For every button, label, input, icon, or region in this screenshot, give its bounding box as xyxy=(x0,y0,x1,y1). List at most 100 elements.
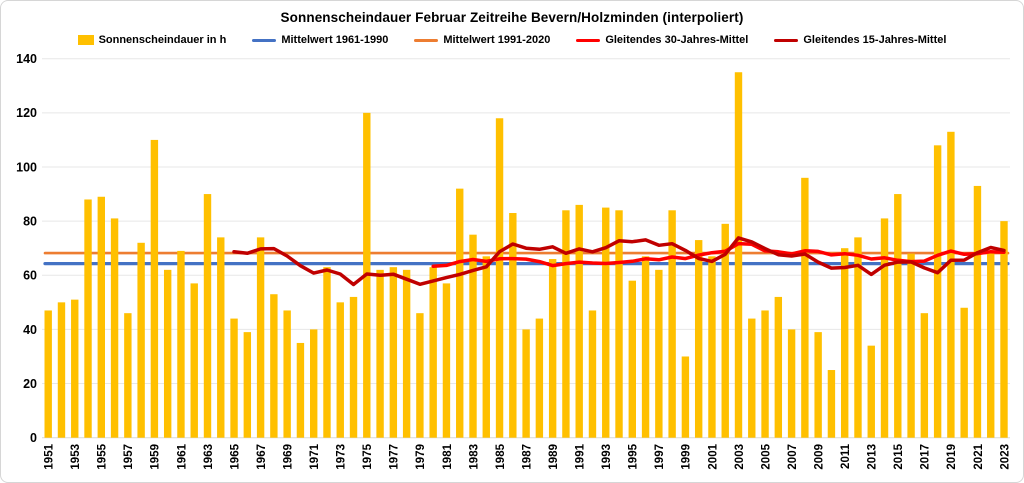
bar-1981 xyxy=(442,283,451,438)
bar-2019 xyxy=(947,131,955,438)
bar-1972 xyxy=(323,267,331,438)
bar-2022 xyxy=(987,250,995,438)
bar-2014 xyxy=(880,218,889,438)
x-tick-label: 1981 xyxy=(442,443,454,469)
x-tick-label: 1987 xyxy=(521,444,533,470)
bar-2000 xyxy=(694,240,703,438)
bar-1958 xyxy=(137,242,145,438)
bar-1989 xyxy=(548,259,557,438)
bar-1979 xyxy=(416,313,424,438)
x-tick-label: 2003 xyxy=(734,444,746,470)
x-tick-label: 1993 xyxy=(601,444,613,470)
bar-1968 xyxy=(270,294,278,438)
bar-1990 xyxy=(562,210,570,438)
bar-1951 xyxy=(44,310,52,438)
bar-1982 xyxy=(456,188,464,438)
bar-1973 xyxy=(336,302,344,438)
x-tick-label: 1989 xyxy=(548,444,560,470)
chart-title: Sonnenscheindauer Februar Zeitreihe Beve… xyxy=(280,10,744,25)
bar-1998 xyxy=(668,210,676,438)
bar-1984 xyxy=(482,256,490,438)
bar-1976 xyxy=(376,269,384,438)
x-tick-label: 1973 xyxy=(336,444,348,470)
x-tick-label: 1977 xyxy=(389,444,401,470)
bar-1994 xyxy=(615,210,623,438)
x-tick-label: 1971 xyxy=(309,443,321,469)
bar-1959 xyxy=(150,139,159,438)
bar-2006 xyxy=(774,296,783,438)
legend-line-swatch-icon xyxy=(252,38,277,42)
bar-1980 xyxy=(429,267,437,438)
legend-label: Gleitendes 15-Jahres-Mittel xyxy=(803,34,947,46)
x-tick-label: 2005 xyxy=(760,443,772,469)
y-tick-label: 0 xyxy=(30,431,37,445)
bar-2010 xyxy=(827,370,836,438)
x-tick-label: 2015 xyxy=(893,443,905,469)
bar-1987 xyxy=(522,329,530,438)
bar-2012 xyxy=(854,237,862,438)
bar-2009 xyxy=(814,332,822,438)
x-tick-label: 1983 xyxy=(468,444,480,470)
legend-label: Mittelwert 1961-1990 xyxy=(281,34,389,46)
x-tick-label: 1961 xyxy=(176,443,188,469)
bar-2020 xyxy=(960,307,968,438)
x-tick-label: 2017 xyxy=(920,444,932,470)
x-tick-label: 1985 xyxy=(495,443,507,469)
bar-1993 xyxy=(602,207,610,438)
bar-1985 xyxy=(495,118,504,438)
x-tick-label: 1957 xyxy=(123,444,135,470)
bar-2001 xyxy=(708,256,716,438)
y-tick-label: 100 xyxy=(16,160,37,174)
x-tick-label: 2009 xyxy=(813,444,825,470)
bar-2021 xyxy=(973,185,982,438)
x-tick-label: 1959 xyxy=(150,444,162,470)
y-tick-label: 120 xyxy=(16,106,37,120)
bar-1970 xyxy=(296,342,305,438)
x-tick-label: 2001 xyxy=(707,443,719,469)
x-tick-label: 1979 xyxy=(415,444,427,470)
x-tick-label: 2019 xyxy=(946,444,958,470)
y-tick-label: 60 xyxy=(23,269,37,283)
bar-2018 xyxy=(933,145,942,438)
legend-label: Sonnenscheindauer in h xyxy=(98,34,227,46)
bar-1956 xyxy=(110,218,119,438)
x-tick-label: 1999 xyxy=(681,444,693,470)
x-tick-label: 1969 xyxy=(282,444,294,470)
x-tick-label: 1991 xyxy=(575,443,587,469)
bar-1978 xyxy=(402,269,411,438)
x-tick-label: 1955 xyxy=(97,443,109,469)
bar-2004 xyxy=(748,318,756,438)
x-tick-label: 2011 xyxy=(840,443,852,469)
bar-1967 xyxy=(256,237,265,438)
legend-item-1: Sonnenscheindauer in h xyxy=(77,34,227,46)
bar-1953 xyxy=(71,299,79,438)
bar-1957 xyxy=(124,313,132,438)
moving-average-line-15 xyxy=(232,236,1006,287)
bar-1969 xyxy=(283,310,291,438)
bar-1971 xyxy=(310,329,318,438)
bar-1995 xyxy=(628,280,636,438)
bar-1962 xyxy=(190,283,198,438)
bar-1965 xyxy=(230,318,238,438)
bar-1955 xyxy=(97,196,105,438)
bar-2003 xyxy=(734,72,743,438)
bar-1960 xyxy=(163,269,172,438)
bar-1964 xyxy=(217,237,225,438)
bar-1991 xyxy=(575,204,583,438)
x-tick-label: 1995 xyxy=(628,443,640,469)
bar-2016 xyxy=(907,253,915,438)
x-tick-label: 2013 xyxy=(867,444,879,470)
x-tick-label: 2023 xyxy=(999,444,1011,470)
bar-1974 xyxy=(349,296,358,438)
bar-2007 xyxy=(787,329,796,438)
bar-1963 xyxy=(203,194,212,438)
legend-item-3: Mittelwert 1991-2020 xyxy=(414,34,550,46)
bar-2005 xyxy=(761,310,769,438)
legend-line-swatch-icon xyxy=(576,38,601,42)
legend-line-swatch-icon xyxy=(414,38,439,42)
legend-item-4: Gleitendes 30-Jahres-Mittel xyxy=(576,34,748,46)
bar-2017 xyxy=(920,313,929,438)
x-tick-label: 1953 xyxy=(70,444,82,470)
x-tick-label: 1965 xyxy=(229,443,241,469)
